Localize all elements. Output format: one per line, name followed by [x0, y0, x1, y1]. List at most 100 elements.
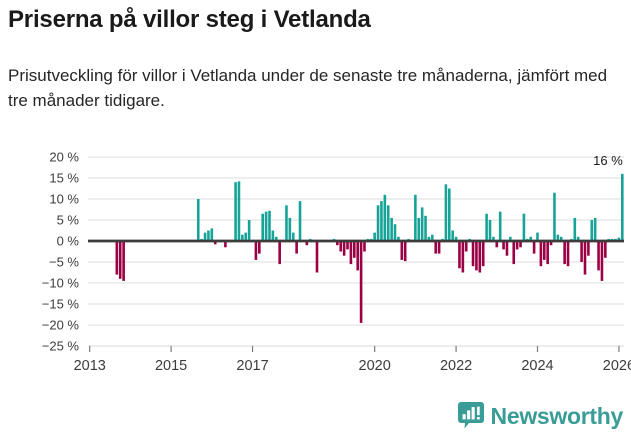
bar	[264, 211, 268, 241]
bar	[383, 194, 387, 241]
bar	[417, 217, 421, 241]
bar	[305, 241, 309, 246]
bar	[376, 205, 380, 241]
bar	[261, 213, 265, 241]
y-axis-tick-label: 0 %	[57, 234, 80, 249]
bar	[244, 232, 248, 241]
bar	[549, 241, 553, 246]
bar	[234, 182, 237, 241]
bar	[515, 241, 519, 250]
y-axis-tick-label: −10 %	[42, 276, 80, 291]
bar	[241, 234, 244, 241]
bar	[349, 241, 353, 265]
bar	[427, 236, 431, 241]
y-axis-tick-label: 15 %	[49, 171, 79, 186]
bar	[447, 188, 451, 241]
bar	[393, 224, 397, 241]
bar	[481, 241, 485, 267]
bar	[464, 241, 468, 252]
data-point-annotation: 16 %	[593, 153, 623, 168]
bar	[268, 210, 271, 241]
bar	[621, 173, 624, 241]
bar	[271, 230, 275, 241]
bar	[356, 241, 359, 271]
bar	[478, 241, 482, 273]
bar	[505, 241, 509, 256]
bar	[414, 194, 417, 241]
bar	[566, 241, 570, 267]
bar	[254, 241, 258, 260]
y-axis-tick-label: 20 %	[49, 150, 79, 165]
newsworthy-wordmark: Newsworthy	[490, 402, 624, 429]
bar	[593, 217, 597, 241]
x-axis-tick-label: 2022	[440, 358, 472, 374]
x-axis-tick-label: 2020	[359, 358, 391, 374]
bar	[247, 220, 251, 241]
bar	[475, 241, 478, 271]
bar	[386, 205, 390, 241]
bar	[522, 213, 526, 241]
bar	[492, 236, 495, 241]
y-axis-tick-label: 5 %	[57, 213, 80, 228]
bar	[342, 241, 346, 256]
bar	[539, 241, 543, 267]
bar-chart-speech-bubble-icon	[457, 402, 484, 429]
x-axis-tick-label: 2024	[521, 358, 553, 374]
bar	[546, 241, 549, 265]
bar	[373, 232, 376, 241]
bar	[380, 201, 383, 241]
x-axis-tick-label: 2017	[236, 358, 268, 374]
bar	[298, 201, 302, 241]
y-axis-tick-label: −15 %	[42, 297, 80, 312]
bar	[336, 241, 339, 246]
bar	[590, 220, 594, 241]
bar	[115, 241, 119, 275]
bar	[315, 241, 319, 273]
bar	[295, 241, 298, 254]
bar	[207, 230, 210, 241]
bar	[583, 241, 587, 275]
bar	[573, 217, 577, 241]
bar	[444, 184, 448, 241]
bar	[397, 236, 400, 241]
bar	[485, 213, 488, 241]
bar	[237, 181, 241, 241]
bar	[278, 241, 281, 265]
bar	[437, 241, 441, 254]
newsworthy-logo: Newsworthy	[457, 401, 624, 431]
page-subtitle: Prisutveckling för villor i Vetlanda und…	[8, 66, 608, 110]
bar	[213, 241, 217, 245]
bar	[458, 241, 461, 269]
bar	[556, 234, 560, 241]
bar	[118, 241, 122, 279]
bar	[285, 205, 288, 241]
bar	[587, 241, 590, 256]
y-axis-tick-label: −25 %	[42, 339, 80, 354]
bar	[203, 232, 207, 241]
bar	[512, 241, 516, 265]
bar	[288, 217, 292, 241]
y-axis-tick-label: −5 %	[49, 255, 79, 270]
bar	[291, 232, 295, 241]
x-axis-tick-label: 2013	[74, 358, 106, 374]
bar	[576, 236, 580, 241]
bar	[434, 241, 438, 254]
bar	[604, 241, 607, 258]
bar	[580, 241, 583, 262]
bar	[224, 241, 227, 248]
bar	[495, 241, 499, 248]
x-axis-tick-label: 2026	[603, 358, 631, 374]
bar	[461, 241, 465, 273]
bar	[542, 241, 546, 260]
bar	[359, 241, 363, 323]
y-axis-tick-label: −20 %	[42, 318, 80, 333]
bar	[403, 241, 407, 262]
bar	[559, 236, 563, 241]
bar	[529, 236, 533, 241]
bar	[563, 241, 566, 265]
bar	[363, 241, 366, 252]
bar	[553, 192, 556, 241]
bar	[431, 234, 434, 241]
